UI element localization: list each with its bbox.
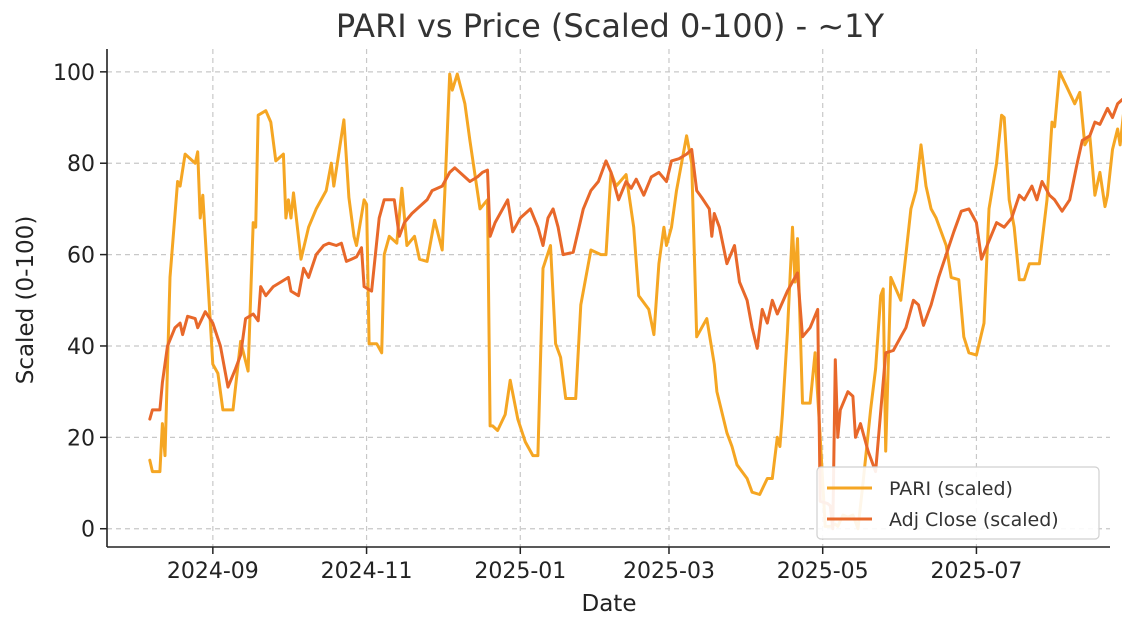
- legend-label: Adj Close (scaled): [889, 509, 1059, 531]
- x-tick-label: 2025-05: [777, 559, 869, 584]
- ticks: 0 20 40 60 80 100 2024-09 2024-11 2025-01 2025-03…: [53, 61, 1022, 584]
- legend-label: PARI (scaled): [889, 478, 1013, 500]
- x-axis-title: Date: [582, 591, 637, 617]
- y-tick-label: 0: [81, 518, 95, 543]
- y-tick-label: 100: [53, 61, 95, 86]
- y-tick-label: 40: [67, 335, 95, 360]
- x-tick-label: 2024-11: [321, 559, 413, 584]
- series-layer: [148, 70, 1122, 531]
- x-tick-label: 2024-09: [167, 559, 259, 584]
- series-line-adj-close: [148, 97, 1122, 531]
- series-line-pari: [148, 70, 1122, 531]
- y-axis-title: Scaled (0-100): [13, 216, 39, 385]
- chart-title: PARI vs Price (Scaled 0-100) - ~1Y: [336, 7, 885, 45]
- y-tick-label: 80: [67, 152, 95, 177]
- y-tick-label: 60: [67, 244, 95, 269]
- axes: [106, 49, 1110, 548]
- x-tick-label: 2025-03: [623, 559, 715, 584]
- legend-box: [816, 466, 1100, 540]
- legend: PARI (scaled) Adj Close (scaled): [816, 466, 1100, 540]
- x-tick-label: 2025-01: [474, 559, 566, 584]
- x-tick-label: 2025-07: [930, 559, 1022, 584]
- y-tick-label: 20: [67, 426, 95, 451]
